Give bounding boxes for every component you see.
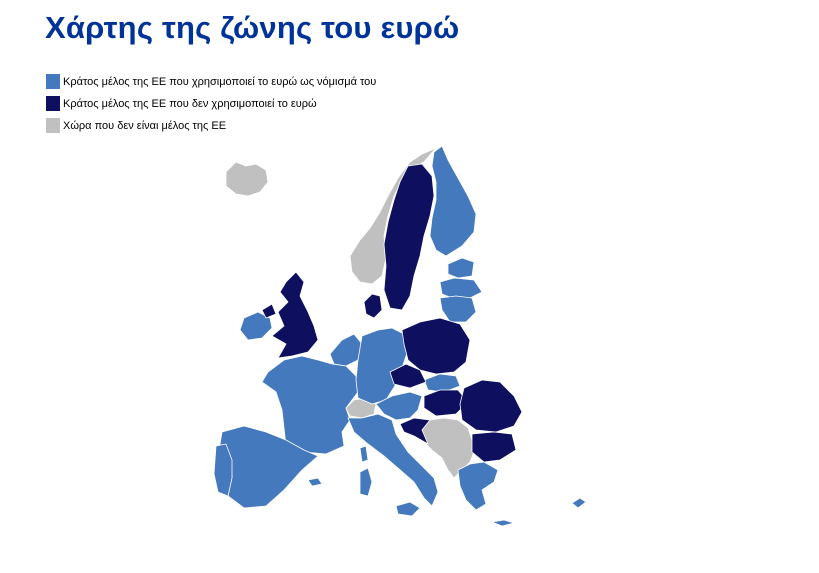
country-northern-ireland: [261, 303, 277, 319]
page-title: Χάρτης της ζώνης του ευρώ: [45, 10, 460, 45]
country-finland: [429, 145, 477, 257]
country-lithuania: [439, 295, 477, 323]
country-balearics: [307, 477, 323, 487]
country-corsica: [359, 445, 369, 463]
country-czechia: [389, 363, 427, 389]
country-western-balkans: [417, 417, 475, 479]
country-sweden: [383, 163, 435, 311]
country-portugal: [213, 443, 233, 497]
legend-item-eu-non-euro: Κράτος μέλος της ΕΕ που δεν χρησιμοποιεί…: [46, 96, 376, 111]
country-austria-slovenia: [375, 391, 423, 421]
legend-item-non-eu: Χώρα που δεν είναι μέλος της ΕΕ: [46, 118, 376, 133]
country-sardinia: [359, 467, 373, 497]
country-sicily: [395, 501, 421, 517]
country-germany: [355, 327, 409, 405]
country-romania: [459, 379, 523, 433]
country-slovakia: [423, 373, 461, 393]
legend-swatch-non-eu: [46, 118, 60, 133]
legend: Κράτος μέλος της ΕΕ που χρησιμοποιεί το …: [46, 74, 376, 140]
country-united-kingdom: [271, 271, 319, 359]
legend-item-euro-member: Κράτος μέλος της ΕΕ που χρησιμοποιεί το …: [46, 74, 376, 89]
country-benelux: [329, 333, 363, 367]
country-italy: [347, 413, 439, 507]
legend-label-non-eu: Χώρα που δεν είναι μέλος της ΕΕ: [63, 119, 227, 132]
country-croatia: [399, 417, 431, 445]
country-estonia: [447, 257, 475, 279]
country-ireland: [239, 311, 273, 341]
country-latvia: [439, 277, 483, 299]
legend-label-euro-member: Κράτος μέλος της ΕΕ που χρησιμοποιεί το …: [63, 75, 377, 88]
legend-swatch-eu-non-euro: [46, 96, 60, 111]
legend-swatch-euro-member: [46, 74, 60, 89]
legend-label-eu-non-euro: Κράτος μέλος της ΕΕ που δεν χρησιμοποιεί…: [63, 97, 317, 110]
country-poland: [401, 317, 471, 375]
country-cyprus: [571, 497, 587, 509]
country-bulgaria: [471, 431, 517, 463]
country-france: [261, 355, 359, 455]
country-greece: [457, 461, 499, 511]
country-denmark: [363, 293, 383, 319]
country-switzerland: [345, 397, 377, 419]
country-iceland: [225, 161, 269, 197]
country-crete: [491, 519, 515, 527]
